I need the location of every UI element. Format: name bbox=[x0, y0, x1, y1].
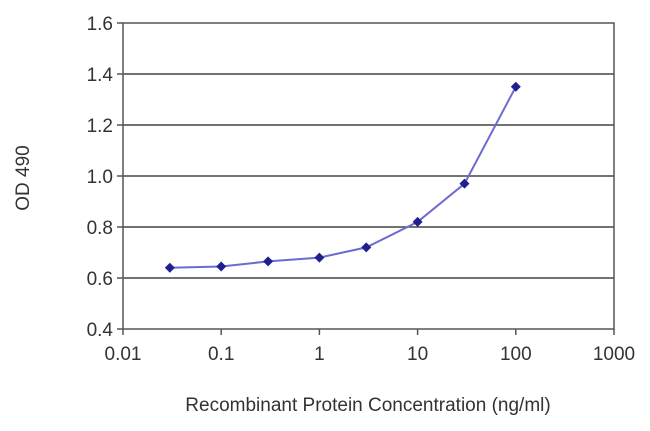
y-axis-title: OD 490 bbox=[13, 145, 34, 210]
data-point bbox=[459, 178, 470, 189]
data-point bbox=[412, 216, 423, 227]
x-tick-label: 100 bbox=[500, 344, 532, 365]
data-point bbox=[314, 252, 325, 263]
y-tick-label: 1.4 bbox=[87, 65, 114, 86]
x-tick-label: 0.01 bbox=[105, 344, 142, 365]
x-tick-label: 1000 bbox=[593, 344, 635, 365]
data-series bbox=[164, 81, 521, 273]
y-tick-label: 0.4 bbox=[87, 320, 114, 341]
data-point bbox=[361, 242, 372, 253]
data-point bbox=[263, 256, 274, 267]
y-tick-label: 1.0 bbox=[87, 167, 113, 188]
x-tick-label: 1 bbox=[314, 344, 325, 365]
y-tick-label: 1.2 bbox=[87, 116, 113, 137]
data-point bbox=[216, 261, 227, 272]
x-tick-label: 0.1 bbox=[208, 344, 234, 365]
y-tick-label: 1.6 bbox=[87, 14, 113, 35]
grid-lines bbox=[123, 73, 614, 279]
x-axis-title: Recombinant Protein Concentration (ng/ml… bbox=[185, 395, 550, 416]
series-line bbox=[169, 86, 517, 269]
x-tick-label: 10 bbox=[407, 344, 428, 365]
y-tick-label: 0.6 bbox=[87, 269, 113, 290]
data-point bbox=[510, 81, 521, 92]
data-point bbox=[164, 262, 175, 273]
y-tick-label: 0.8 bbox=[87, 218, 113, 239]
axis-ticks: 0.4 0.6 0.8 1.0 1.2 1.4 1.6 0.01 0.1 1 10 100 1000 bbox=[87, 14, 636, 365]
